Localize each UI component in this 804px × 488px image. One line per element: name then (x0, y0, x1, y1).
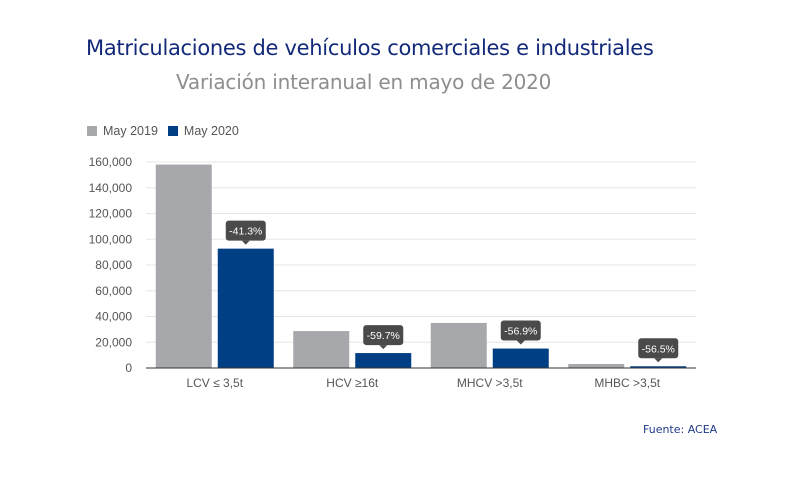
x-tick-label: MHCV >3,5t (457, 376, 523, 390)
bar-may-2019[interactable] (430, 322, 487, 368)
bar-may-2019[interactable] (293, 331, 350, 368)
y-tick-label: 100,000 (89, 232, 133, 246)
annotations: -41.3% -59.7% -56.9% -56.5% (225, 220, 679, 363)
source-note: Fuente: ACEA (643, 423, 718, 436)
x-tick-label: HCV ≥16t (326, 376, 379, 390)
change-annotation: -41.3% (225, 220, 266, 245)
legend-label-may-2020: May 2020 (183, 124, 239, 138)
legend: May 2019 May 2020 (87, 124, 249, 138)
annotation-label: -59.7% (367, 330, 400, 342)
y-tick-label: 80,000 (95, 258, 132, 272)
legend-swatch-may-2020 (167, 126, 178, 136)
legend-label-may-2019: May 2019 (103, 124, 158, 138)
y-tick-label: 40,000 (95, 310, 132, 324)
bars (155, 164, 687, 368)
change-annotation: -59.7% (363, 325, 404, 350)
legend-item-may-2019[interactable]: May 2019 (87, 124, 158, 138)
legend-item-may-2020[interactable]: May 2020 (167, 124, 239, 138)
y-tick-label: 60,000 (95, 284, 132, 298)
change-annotation: -56.5% (638, 338, 679, 363)
bar-may-2020[interactable] (630, 366, 687, 368)
x-tick-label: MHBC >3,5t (594, 376, 660, 390)
x-tick-label: LCV ≤ 3,5t (186, 376, 243, 390)
y-tick-label: 0 (125, 361, 132, 375)
y-axis: 0 20,000 40,000 60,000 80,000 100,000 120,000 1… (89, 155, 133, 375)
bar-may-2020[interactable] (492, 348, 549, 368)
y-tick-label: 20,000 (95, 335, 132, 349)
change-annotation: -56.9% (500, 320, 541, 345)
chart-title: Matriculaciones de vehículos comerciales… (86, 36, 654, 60)
bar-may-2020[interactable] (217, 248, 274, 368)
x-axis: LCV ≤ 3,5t HCV ≥16t MHCV >3,5t MHBC >3,5t (146, 367, 696, 390)
annotation-label: -56.5% (642, 343, 675, 355)
annotation-label: -56.9% (504, 326, 537, 338)
annotation-label: -41.3% (229, 226, 262, 238)
bar-may-2019[interactable] (155, 164, 212, 368)
chart-subtitle: Variación interanual en mayo de 2020 (176, 70, 552, 94)
y-tick-label: 140,000 (89, 181, 133, 195)
y-tick-label: 120,000 (89, 207, 133, 221)
bar-may-2019[interactable] (568, 364, 625, 368)
bar-may-2020[interactable] (355, 353, 412, 368)
y-tick-label: 160,000 (89, 155, 133, 169)
legend-swatch-may-2019 (87, 126, 97, 136)
